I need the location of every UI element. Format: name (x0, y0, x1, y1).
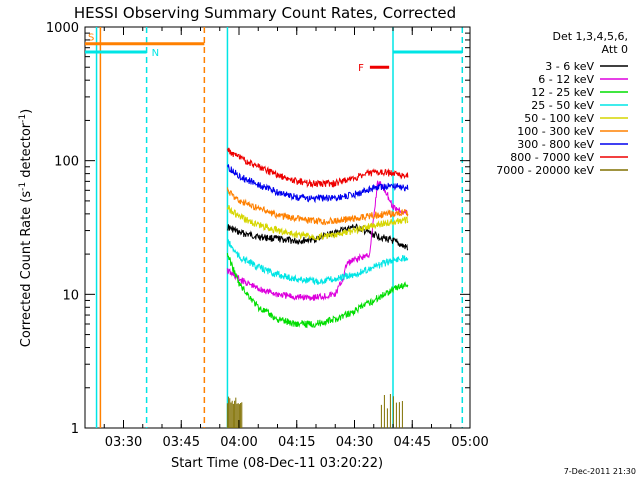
series-line (226, 164, 409, 204)
series-line (226, 253, 409, 329)
y-tick-label: 1000 (46, 21, 79, 36)
series-line (226, 394, 403, 428)
series-line (226, 239, 409, 286)
legend-entry-label: 3 - 6 keV (545, 60, 594, 73)
legend-entry-label: 100 - 300 keV (517, 125, 594, 138)
legend-title: Det 1,3,4,5,6, (552, 30, 628, 43)
legend-entry-label: 25 - 50 keV (531, 99, 594, 112)
legend-entry-label: 12 - 25 keV (531, 86, 594, 99)
flag-bar-label: N (152, 48, 159, 59)
y-axis-label: Corrected Count Rate (s-1 detector-1) (18, 109, 34, 347)
x-tick-label: 04:00 (220, 435, 257, 450)
chart-title: HESSI Observing Summary Count Rates, Cor… (74, 4, 456, 22)
x-tick-label: 04:15 (278, 435, 315, 450)
flag-bar-label: S (88, 33, 94, 44)
flag-bars: S N F (85, 33, 463, 74)
x-tick-label: 05:00 (451, 435, 488, 450)
data-series (226, 147, 409, 428)
y-tick-label: 10 (62, 288, 79, 303)
plot-frame (84, 26, 471, 429)
x-axis: 03:30 03:45 04:00 04:15 04:30 04:45 05:00 (84, 27, 489, 450)
series-line (226, 204, 409, 241)
footer-stamp: 7-Dec-2011 21:30 (564, 467, 636, 476)
x-tick-label: 04:45 (394, 435, 431, 450)
flag-bar-label: F (358, 63, 364, 74)
legend-entry-label: 300 - 800 keV (517, 138, 594, 151)
series-line (226, 147, 409, 189)
legend-subtitle: Att 0 (602, 43, 628, 56)
legend-entry-label: 7000 - 20000 keV (496, 164, 594, 177)
series-line (226, 180, 409, 301)
y-axis: 1 10 100 1000 (46, 21, 470, 437)
legend-entry-label: 50 - 100 keV (524, 112, 594, 125)
x-axis-label: Start Time (08-Dec-11 03:20:22) (171, 456, 383, 471)
series-line (226, 187, 409, 226)
legend-entry-label: 6 - 12 keV (538, 73, 594, 86)
x-tick-label: 03:30 (105, 435, 142, 450)
x-tick-label: 03:45 (163, 435, 200, 450)
region-markers (95, 27, 464, 428)
legend-entry-label: 800 - 7000 keV (510, 151, 594, 164)
y-tick-label: 1 (71, 422, 79, 437)
x-tick-label: 04:30 (336, 435, 373, 450)
y-tick-label: 100 (54, 155, 79, 170)
